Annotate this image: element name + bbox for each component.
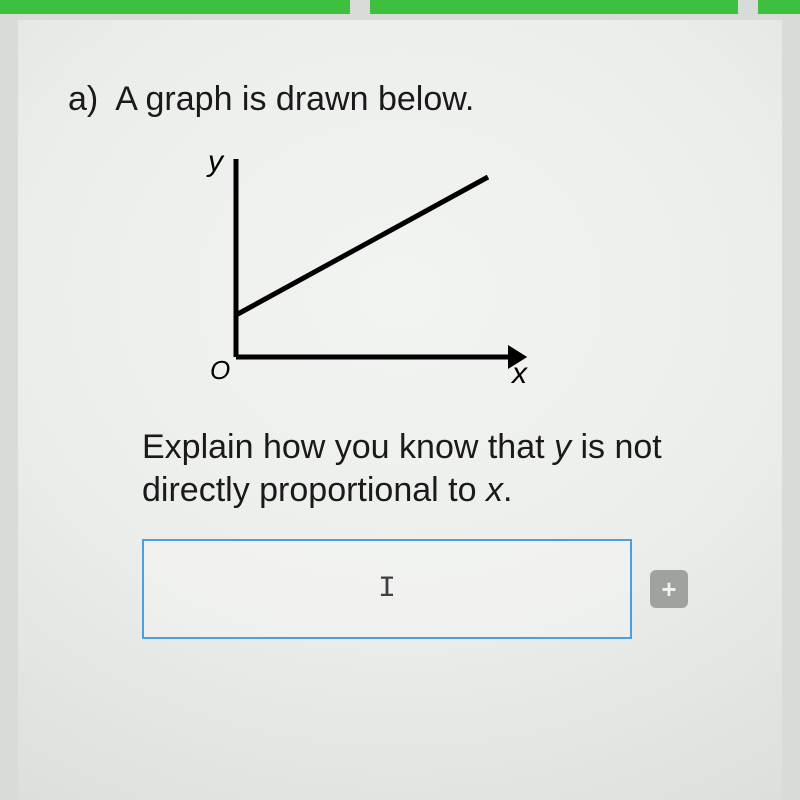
top-progress-bar [0, 0, 800, 14]
question-prompt: a) A graph is drawn below. [68, 80, 732, 119]
part-label: a) [68, 80, 98, 118]
svg-text:x: x [510, 357, 528, 390]
top-bar-gap [738, 0, 758, 14]
top-bar-gap [350, 0, 370, 14]
explain-text: Explain how you know that y is not direc… [142, 426, 732, 511]
plus-icon: + [661, 576, 676, 602]
svg-text:O: O [210, 355, 230, 385]
add-button[interactable]: + [650, 570, 688, 608]
answer-row: I + [142, 539, 732, 639]
svg-text:y: y [206, 147, 225, 178]
question-card: a) A graph is drawn below. y x O Explain h… [18, 20, 782, 800]
graph-svg: y x O [188, 147, 548, 397]
answer-input[interactable]: I [142, 539, 632, 639]
graph-figure: y x O [188, 147, 732, 402]
prompt-text: A graph is drawn below. [115, 80, 474, 118]
